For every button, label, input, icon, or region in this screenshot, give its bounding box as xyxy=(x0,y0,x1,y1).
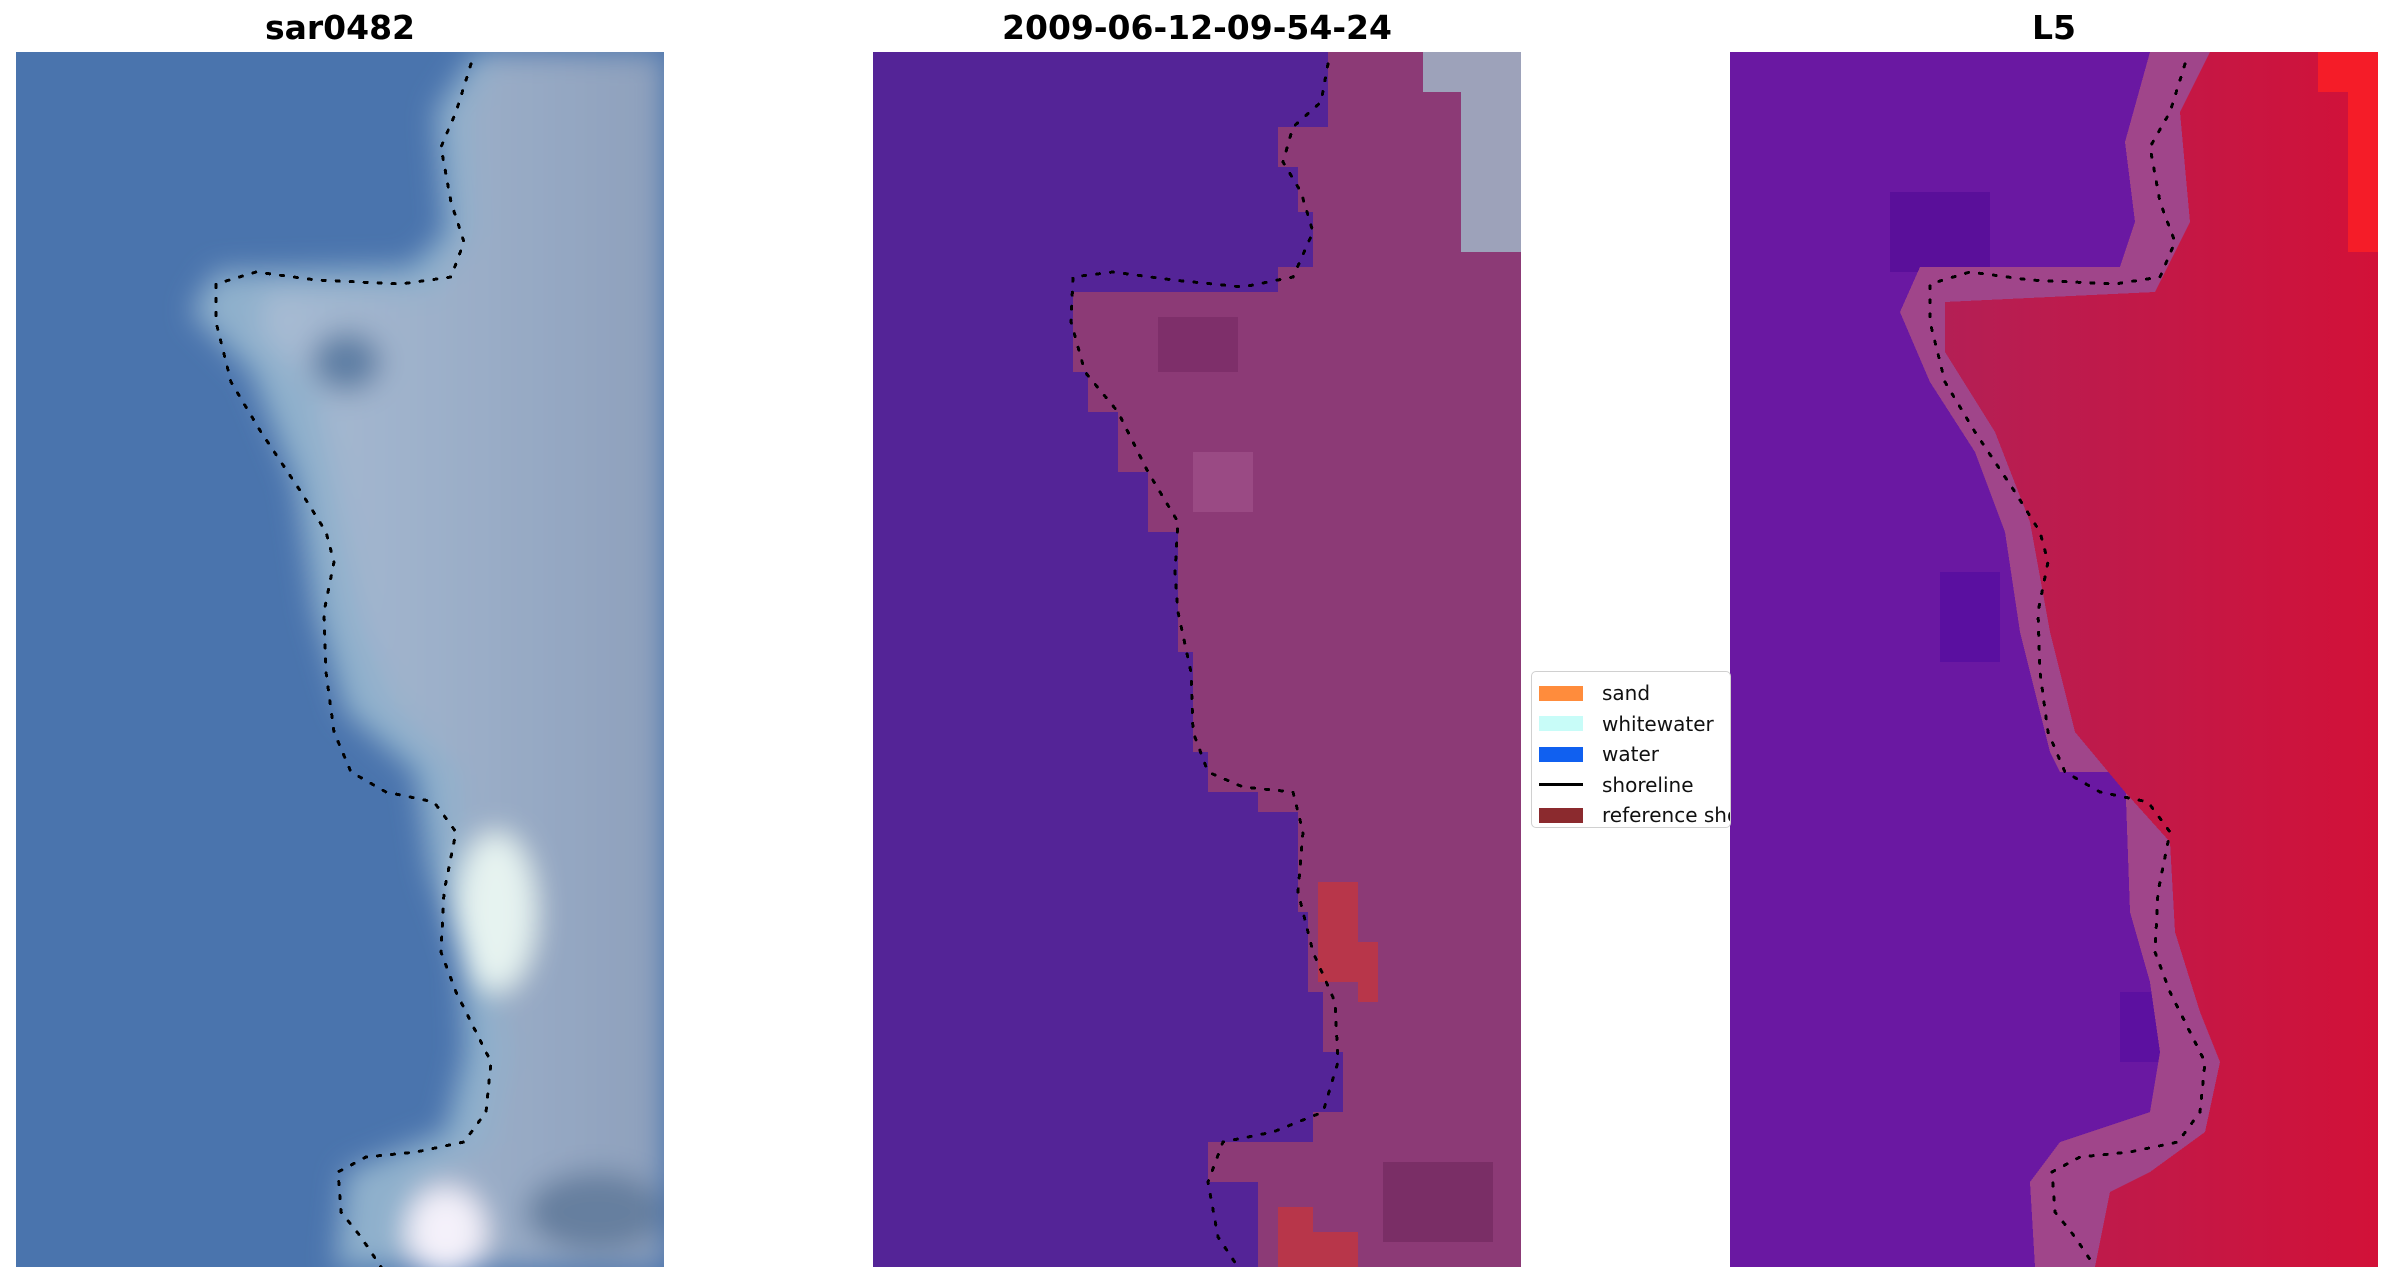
shoreline-dots xyxy=(214,62,493,1267)
bright-pixels-top xyxy=(1461,52,1521,252)
rgb-image-plot xyxy=(16,52,664,1267)
legend-item-whitewater: whitewater xyxy=(1532,709,1730,740)
panel-title-classification: 2009-06-12-09-54-24 xyxy=(1002,8,1392,47)
land-texture-3 xyxy=(1383,1162,1493,1242)
land-texture-1 xyxy=(1158,317,1238,372)
water-index-texture-1 xyxy=(1890,192,1990,272)
reference-shoreline-region-1 xyxy=(1318,882,1378,1002)
land-texture-2 xyxy=(1193,452,1253,512)
whitewater-patch xyxy=(456,832,536,992)
legend-item-water: water xyxy=(1532,739,1730,770)
shoreline-line-swatch xyxy=(1539,783,1583,787)
legend-label: water xyxy=(1602,742,1659,767)
shoreline-dots xyxy=(1928,62,2207,1267)
whitewater-swatch xyxy=(1539,716,1583,732)
land-index-hot xyxy=(2318,52,2378,252)
index-panel xyxy=(1730,52,2378,1267)
classification-panel xyxy=(873,52,1521,1267)
panel-title-index: L5 xyxy=(2032,8,2076,47)
legend-item-sand: sand xyxy=(1532,678,1730,709)
rgb-image-panel xyxy=(16,52,664,1267)
panel-title-rgb: sar0482 xyxy=(264,8,416,47)
legend: sand whitewater water shoreline referenc… xyxy=(1531,671,1731,828)
legend-label: sand xyxy=(1602,681,1651,706)
shoreline-dots xyxy=(1069,62,1340,1267)
whitewater-patch-bottom xyxy=(406,1187,486,1267)
index-plot xyxy=(1730,52,2378,1267)
dark-patch-bottom xyxy=(526,1172,664,1252)
reference-shoreline-swatch xyxy=(1539,807,1583,823)
water-swatch xyxy=(1539,746,1583,762)
legend-item-reference-shoreline: reference shoreline xyxy=(1532,800,1730,828)
dark-pool xyxy=(311,332,381,392)
land-index-area xyxy=(1945,52,2378,1267)
sand-swatch xyxy=(1539,685,1583,701)
reference-shoreline-region-2 xyxy=(1278,1207,1358,1267)
water-index-texture-2 xyxy=(1940,572,2000,662)
legend-label: reference shoreline xyxy=(1602,803,1730,828)
legend-label: shoreline xyxy=(1602,772,1694,797)
legend-label: whitewater xyxy=(1602,711,1714,736)
bright-pixels-top-2 xyxy=(1423,52,1461,92)
classification-plot xyxy=(873,52,1521,1267)
legend-item-shoreline: shoreline xyxy=(1532,770,1730,801)
